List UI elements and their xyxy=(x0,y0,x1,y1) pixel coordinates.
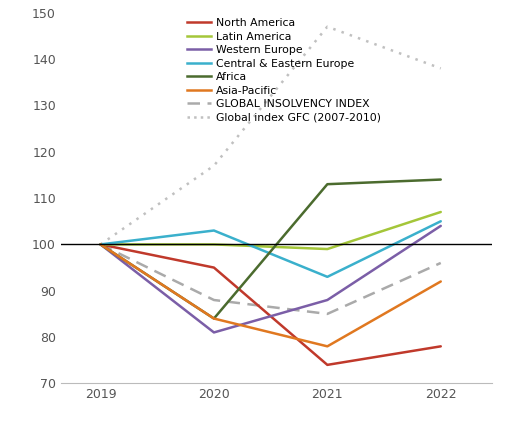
Legend: North America, Latin America, Western Europe, Central & Eastern Europe, Africa, : North America, Latin America, Western Eu… xyxy=(187,18,381,122)
